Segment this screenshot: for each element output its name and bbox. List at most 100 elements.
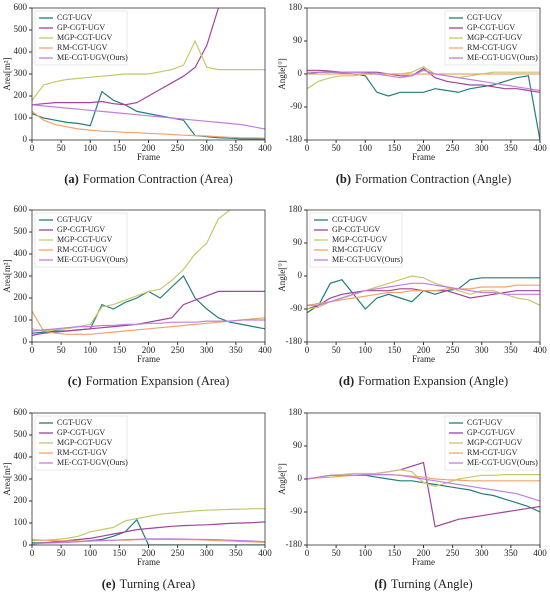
plot-lines [32,8,265,140]
x-tick-label: 100 [359,143,373,153]
series-line [307,461,540,528]
x-tick-label: 100 [84,143,98,153]
caption-text: Turning (Angle) [391,577,473,591]
panel: -180 -90 0 90 180 0 50 100 150 200 250 300 350 400 Fra… [277,407,547,591]
x-tick-label: 200 [142,548,156,558]
legend: CGT-UGVGP-CGT-UGVMGP-CGT-UGVRM-CGT-UGVME… [444,415,538,471]
legend-label: ME-CGT-UGV(Ours) [467,53,538,62]
series-line [32,210,231,332]
y-tick-label: 100 [14,517,28,527]
legend-label: RM-CGT-UGV [467,43,518,52]
x-tick-label: 250 [171,345,185,355]
caption-label: (b) [336,172,351,186]
panel: 0 100 200 300 400 500 600 0 50 100 150 200 250 300 350… [2,407,272,591]
x-tick-label: 400 [533,143,547,153]
y-tick-label: -180 [286,336,303,346]
legend-label: CGT-UGV [467,13,502,22]
y-tick-label: 180 [289,2,303,12]
x-tick-label: 300 [475,143,489,153]
x-axis-label: Frame [137,152,160,162]
caption-label: (e) [102,577,116,591]
series-line [307,66,540,90]
y-tick-label: 400 [14,248,28,258]
plot-frame [31,412,266,546]
x-axis-label: Frame [137,354,160,364]
legend: CGT-UGVGP-CGT-UGVMGP-CGT-UGVRM-CGT-UGVME… [444,10,538,66]
x-tick-label: 200 [142,345,156,355]
x-tick-label: 400 [533,548,547,558]
x-tick-label: 0 [30,345,35,355]
x-tick-label: 350 [504,548,518,558]
y-tick-label: 90 [293,35,303,45]
legend-label: ME-CGT-UGV(Ours) [57,458,128,467]
y-tick-label: -180 [286,539,303,549]
x-tick-label: 50 [332,548,342,558]
y-tick-label: -180 [286,134,303,144]
legend: CGT-UGVGP-CGT-UGVMGP-CGT-UGVRM-CGT-UGVME… [309,212,403,268]
legend-label: GP-CGT-UGV [332,225,380,234]
x-tick-label: 150 [113,548,127,558]
y-axis-label: Angle[°] [277,58,287,90]
x-tick-label: 400 [258,548,272,558]
legend-label: RM-CGT-UGV [57,448,108,457]
y-tick-label: 0 [23,336,28,346]
y-tick-label: 500 [14,226,28,236]
x-tick-label: 50 [57,143,67,153]
y-axis-label: Area[m²] [2,259,12,292]
plot-frame [306,209,541,343]
panel: 0 100 200 300 400 500 600 0 50 100 150 200 250 300 350… [2,2,272,186]
y-tick-label: 300 [14,270,28,280]
legend-label: MGP-CGT-UGV [467,438,522,447]
series-line [32,538,265,545]
legend: CGT-UGVGP-CGT-UGVMGP-CGT-UGVRM-CGT-UGVME… [34,415,128,471]
y-tick-label: 0 [298,270,303,280]
y-tick-label: 200 [14,495,28,505]
legend-label: CGT-UGV [332,215,367,224]
x-axis-label: Frame [412,354,435,364]
y-axis-label: Angle[°] [277,260,287,292]
plot-frame [31,7,266,141]
x-tick-label: 0 [30,548,35,558]
caption-label: (c) [68,374,82,388]
legend-label: MGP-CGT-UGV [57,438,112,447]
series-line [307,288,540,310]
series-line [32,39,265,101]
plot-lines [32,508,265,545]
caption: (a) Formation Contraction (Area) [64,172,233,186]
plot-lines [32,210,265,336]
series-line [32,104,265,130]
series-line [32,110,265,139]
x-tick-label: 150 [388,143,402,153]
x-tick-label: 100 [84,548,98,558]
x-tick-label: 200 [417,548,431,558]
x-tick-label: 350 [504,345,518,355]
legend-label: RM-CGT-UGV [57,245,108,254]
x-tick-label: 300 [200,345,214,355]
y-tick-label: 600 [14,204,28,214]
x-tick-label: 300 [475,548,489,558]
x-tick-label: 200 [417,345,431,355]
caption-label: (f) [374,577,387,591]
x-tick-label: 400 [533,345,547,355]
y-tick-label: 0 [23,539,28,549]
x-tick-label: 50 [332,345,342,355]
x-tick-label: 350 [229,143,243,153]
x-tick-label: 300 [200,143,214,153]
legend-label: ME-CGT-UGV(Ours) [332,255,403,264]
plot-frame [31,209,266,343]
y-tick-label: -90 [290,101,302,111]
legend-label: CGT-UGV [57,13,92,22]
x-tick-label: 250 [171,143,185,153]
series-line [32,319,265,332]
legend-label: MGP-CGT-UGV [467,33,522,42]
x-axis-label: Frame [412,557,435,567]
y-tick-label: 0 [23,134,28,144]
legend-label: GP-CGT-UGV [467,23,515,32]
series-line [32,8,219,106]
x-tick-label: 400 [258,143,272,153]
x-tick-label: 0 [30,143,35,153]
series-line [307,69,540,92]
x-tick-label: 400 [258,345,272,355]
